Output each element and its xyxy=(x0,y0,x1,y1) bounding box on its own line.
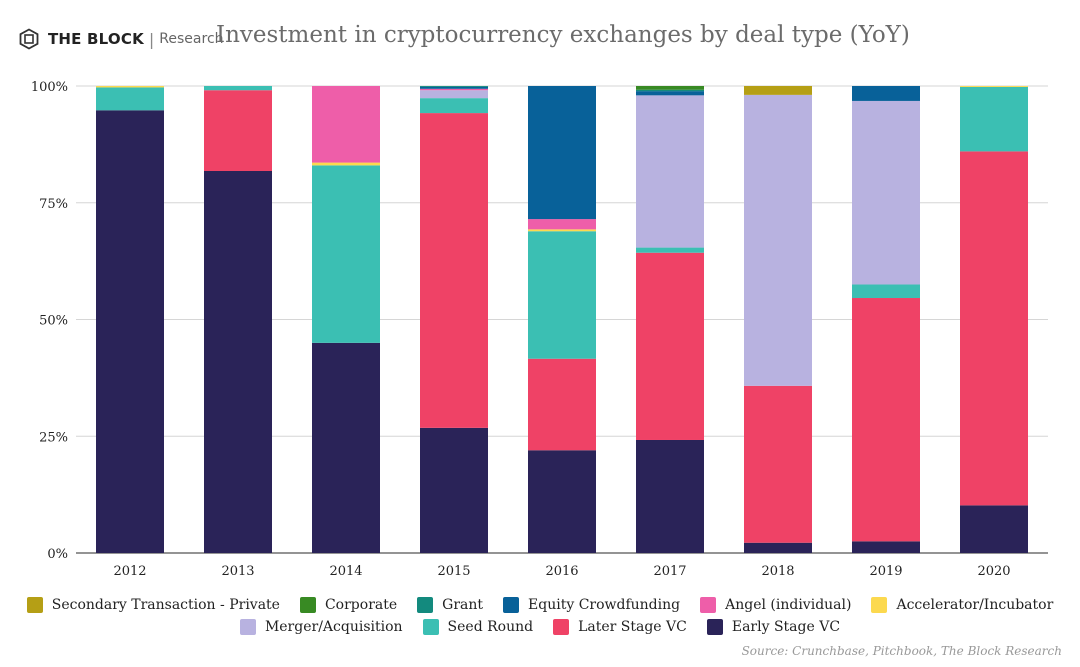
bar-segment-angel-individual xyxy=(420,88,488,91)
y-tick-label: 25% xyxy=(39,430,68,445)
bar-segment-accelerator-incubator xyxy=(96,86,164,88)
brand-logo: THE BLOCK | Research xyxy=(18,28,224,50)
bar-segment-seed-round xyxy=(636,247,704,253)
bar-segment-grant xyxy=(636,89,704,92)
bar-segment-early-stage-vc xyxy=(96,110,164,553)
bar-segment-later-stage-vc xyxy=(528,358,596,451)
stacked-bar-chart: 0% 25% 50% 75% 100% 2012 2013 2014 2015 2016 2017 2… xyxy=(31,80,1048,579)
bar-segment-later-stage-vc xyxy=(204,90,272,171)
source-note: Source: Crunchbase, Pitchbook, The Block… xyxy=(741,644,1062,658)
bar-segment-later-stage-vc xyxy=(852,298,920,542)
bar-segment-accelerator-incubator xyxy=(312,162,380,166)
x-tick-label: 2015 xyxy=(437,564,470,579)
bar-segment-early-stage-vc xyxy=(636,439,704,553)
x-tick-label: 2020 xyxy=(977,564,1010,579)
chart-header: THE BLOCK | Research Investment in crypt… xyxy=(18,22,1068,62)
legend-item-grant: Grant xyxy=(417,597,483,613)
legend-swatch xyxy=(299,597,316,613)
legend-item-merger-acquisition: Merger/Acquisition xyxy=(239,619,403,635)
bar-segment-later-stage-vc xyxy=(960,151,1028,506)
brand-separator: | xyxy=(148,29,155,49)
legend-label: Corporate xyxy=(324,597,398,613)
y-tick-label: 0% xyxy=(47,547,68,562)
bar-segment-early-stage-vc xyxy=(528,450,596,553)
bar-segment-early-stage-vc xyxy=(960,505,1028,553)
bar-segment-later-stage-vc xyxy=(744,385,812,543)
legend-swatch xyxy=(26,597,43,613)
bar-segment-seed-round xyxy=(204,86,272,91)
legend-item-angel-individual: Angel (individual) xyxy=(700,597,851,613)
bar-segment-early-stage-vc xyxy=(420,427,488,553)
legend-row-1: Secondary Transaction - Private Corporate… xyxy=(20,594,1060,616)
x-tick-label: 2019 xyxy=(869,564,902,579)
bar-segment-merger-acquisition xyxy=(852,100,920,285)
legend-label: Secondary Transaction - Private xyxy=(51,597,280,613)
legend-label: Seed Round xyxy=(447,619,534,635)
bar-segment-seed-round xyxy=(528,231,596,359)
legend-row-2: Merger/Acquisition Seed Round Later Stage … xyxy=(20,616,1060,638)
bar-segment-secondary-transaction-private xyxy=(744,86,812,95)
bar-segment-early-stage-vc xyxy=(744,542,812,553)
legend-label: Merger/Acquisition xyxy=(264,619,403,635)
chart-legend: Secondary Transaction - Private Corporate… xyxy=(20,594,1060,638)
bar-segment-angel-individual xyxy=(312,86,380,163)
legend-label: Later Stage VC xyxy=(578,619,687,635)
chart-title: Investment in cryptocurrency exchanges b… xyxy=(216,22,910,48)
legend-item-corporate: Corporate xyxy=(299,597,398,613)
bar-segment-later-stage-vc xyxy=(420,113,488,428)
legend-label: Accelerator/Incubator xyxy=(896,597,1054,613)
legend-label: Grant xyxy=(442,597,484,613)
brand-subtitle: Research xyxy=(159,31,224,47)
y-tick-label: 100% xyxy=(31,80,68,95)
legend-item-equity-crowdfunding: Equity Crowdfunding xyxy=(503,597,680,613)
legend-item-early-stage-vc: Early Stage VC xyxy=(706,619,841,635)
bar-segment-corporate xyxy=(636,86,704,90)
bar-segment-seed-round xyxy=(852,284,920,299)
legend-swatch xyxy=(706,619,723,635)
legend-item-seed-round: Seed Round xyxy=(422,619,534,635)
bar-segment-angel-individual xyxy=(528,219,596,230)
bar-segment-early-stage-vc xyxy=(204,170,272,553)
legend-item-accelerator-incubator: Accelerator/Incubator xyxy=(871,597,1053,613)
bar-segment-grant xyxy=(420,86,488,87)
bar-segment-seed-round xyxy=(312,165,380,343)
legend-swatch xyxy=(700,597,717,613)
legend-swatch xyxy=(871,597,888,613)
y-tick-label: 75% xyxy=(39,197,68,212)
legend-swatch xyxy=(417,597,434,613)
brand-name: THE BLOCK xyxy=(48,30,144,48)
legend-swatch xyxy=(239,619,256,635)
bar-segment-equity-crowdfunding xyxy=(420,86,488,89)
bar-segment-merger-acquisition xyxy=(420,90,488,99)
bar-segment-equity-crowdfunding xyxy=(636,91,704,96)
legend-swatch xyxy=(553,619,570,635)
bar-segment-seed-round xyxy=(96,87,164,111)
bar-segment-accelerator-incubator xyxy=(528,229,596,232)
bar-segment-equity-crowdfunding xyxy=(852,86,920,101)
y-tick-label: 50% xyxy=(39,314,68,329)
bar-segment-equity-crowdfunding xyxy=(528,86,596,220)
x-tick-label: 2016 xyxy=(545,564,578,579)
x-tick-label: 2012 xyxy=(113,564,146,579)
bar-segment-seed-round xyxy=(960,86,1028,152)
bar-segment-early-stage-vc xyxy=(852,541,920,553)
bar-segment-early-stage-vc xyxy=(312,342,380,553)
bar-segment-merger-acquisition xyxy=(636,95,704,248)
bar-segment-later-stage-vc xyxy=(636,252,704,440)
bar-segment-seed-round xyxy=(420,98,488,114)
legend-item-later-stage-vc: Later Stage VC xyxy=(553,619,687,635)
x-tick-label: 2014 xyxy=(329,564,362,579)
x-tick-label: 2017 xyxy=(653,564,686,579)
legend-swatch xyxy=(503,597,520,613)
legend-swatch xyxy=(422,619,439,635)
legend-item-secondary-transaction-private: Secondary Transaction - Private xyxy=(26,597,280,613)
x-tick-label: 2013 xyxy=(221,564,254,579)
legend-label: Early Stage VC xyxy=(731,619,841,635)
x-tick-label: 2018 xyxy=(761,564,794,579)
legend-label: Equity Crowdfunding xyxy=(528,597,681,613)
the-block-logo-icon xyxy=(19,28,39,50)
bar-segment-accelerator-incubator xyxy=(960,86,1028,87)
bar-segment-merger-acquisition xyxy=(744,94,812,386)
legend-label: Angel (individual) xyxy=(725,597,852,613)
